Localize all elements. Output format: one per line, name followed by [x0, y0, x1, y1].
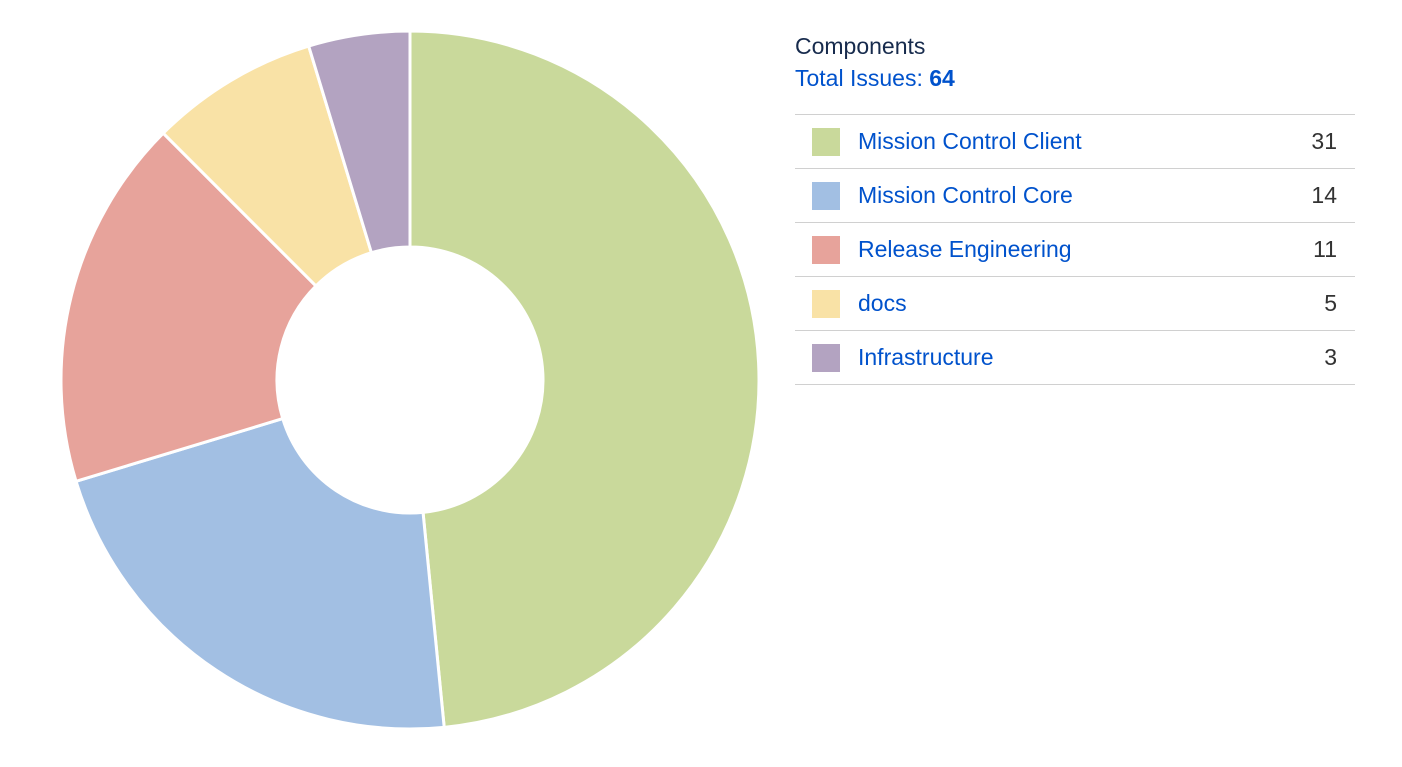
pie-slice[interactable] [161, 44, 373, 288]
legend-label-link[interactable]: Mission Control Core [858, 182, 1073, 208]
legend-swatch [812, 127, 840, 156]
legend-table: Mission Control Client 31 Mission Contro… [795, 114, 1355, 385]
legend-count: 11 [1313, 236, 1337, 262]
legend-row: docs 5 [795, 277, 1355, 331]
legend-swatch [812, 181, 840, 210]
legend-swatch [812, 343, 840, 372]
legend-label-link[interactable]: Infrastructure [858, 344, 994, 370]
total-issues: Total Issues: 64 [795, 62, 1355, 94]
legend-swatch [812, 289, 840, 318]
pie-slice[interactable] [59, 131, 318, 483]
legend-count: 3 [1324, 344, 1337, 370]
legend-panel: Components Total Issues: 64 Mission Cont… [795, 30, 1355, 385]
total-issues-value: 64 [929, 65, 955, 91]
pie-slice[interactable] [74, 417, 446, 731]
legend-label-link[interactable]: Mission Control Client [858, 128, 1082, 154]
legend-row: Release Engineering 11 [795, 223, 1355, 277]
legend-label-link[interactable]: Release Engineering [858, 236, 1072, 262]
legend-swatch [812, 235, 840, 264]
legend-count: 31 [1311, 128, 1337, 154]
legend-count: 5 [1324, 290, 1337, 316]
legend-label-link[interactable]: docs [858, 290, 907, 316]
panel-title: Components [795, 33, 926, 59]
pie-slice[interactable] [307, 29, 412, 255]
legend-row: Infrastructure 3 [795, 331, 1355, 385]
legend-count: 14 [1311, 182, 1337, 208]
donut-chart [59, 29, 761, 731]
legend-row: Mission Control Core 14 [795, 169, 1355, 223]
pie-slice[interactable] [408, 29, 761, 729]
total-issues-label: Total Issues: [795, 65, 923, 91]
legend-row: Mission Control Client 31 [795, 115, 1355, 169]
